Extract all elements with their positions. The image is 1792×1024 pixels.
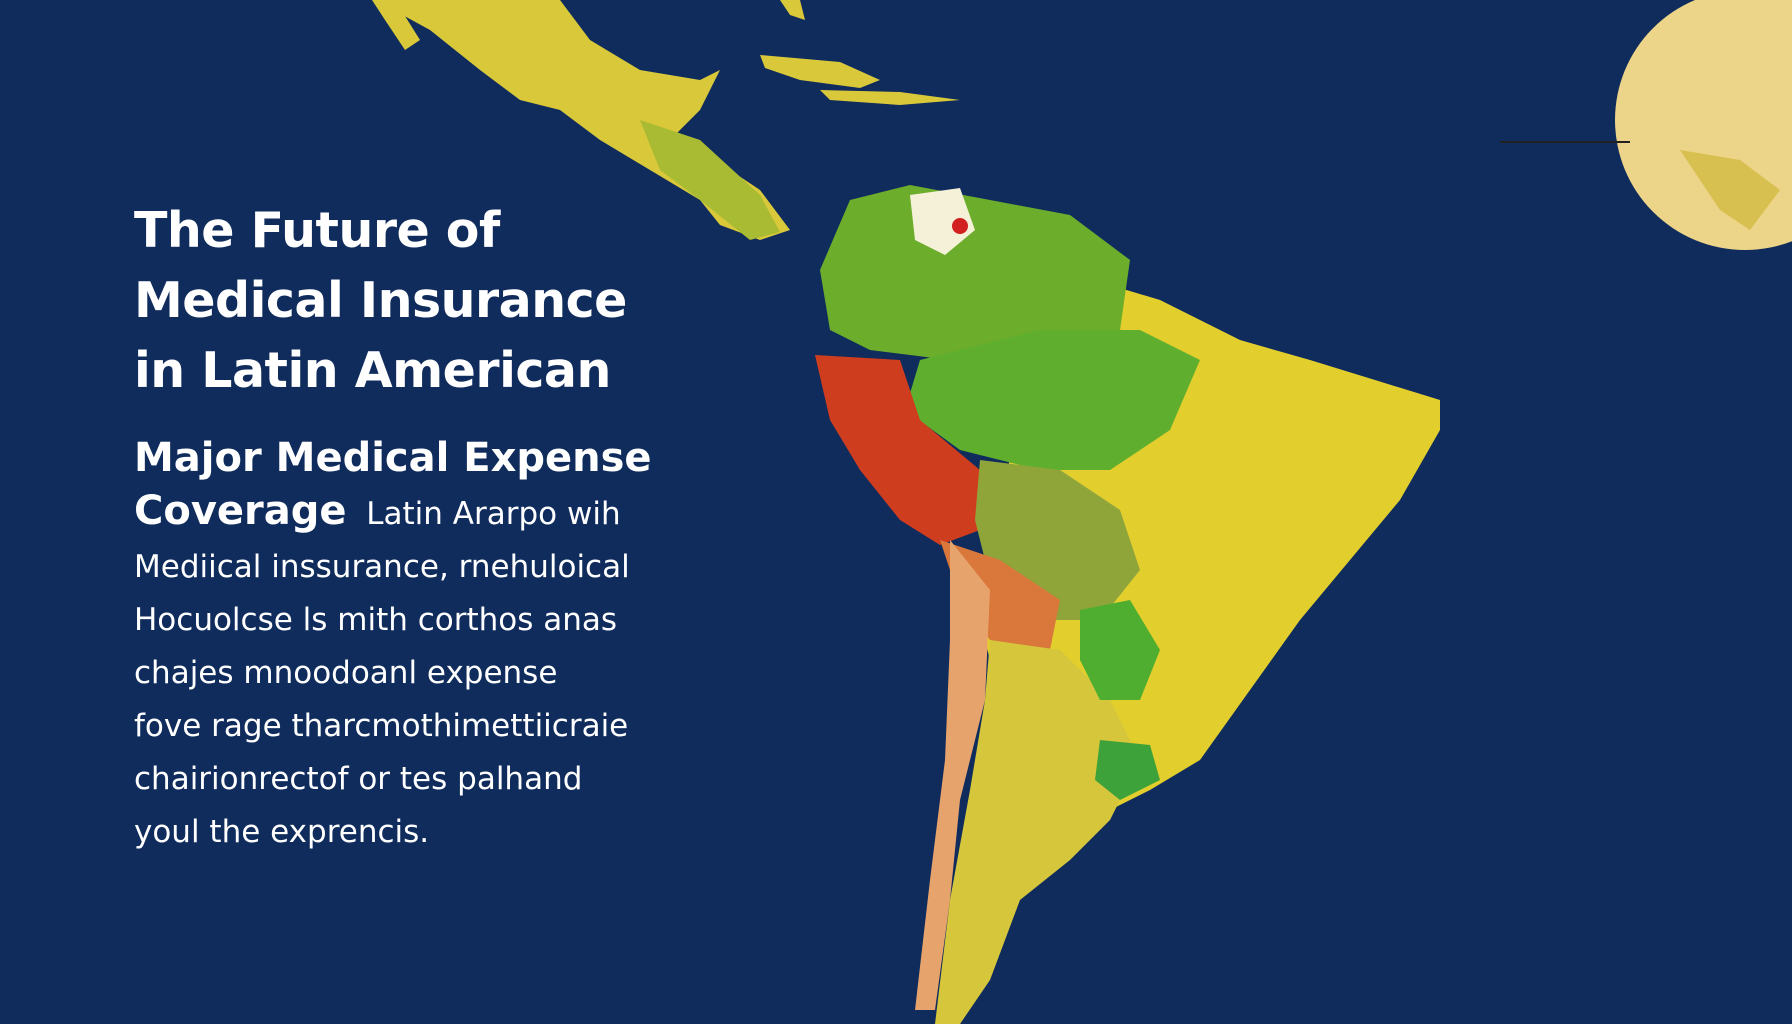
region-central-america xyxy=(640,120,780,240)
title-line: Medical Insurance xyxy=(134,272,627,329)
region-argentina xyxy=(935,640,1140,1024)
subtitle-line: Major Medical Expense xyxy=(134,435,652,481)
region-colombia-venezuela xyxy=(820,185,1130,360)
marker xyxy=(952,218,968,234)
body-line: chajes mnoodoanl expense xyxy=(134,655,558,691)
body-line: chairionrectof or tes palhand xyxy=(134,761,583,797)
description: Major Medical Expense Coverage Latin Ara… xyxy=(134,432,734,859)
title-line: The Future of xyxy=(134,202,500,259)
globe-land xyxy=(1680,150,1780,230)
region-baja xyxy=(372,0,420,50)
body-line: Hocuolcse ls mith corthos anas xyxy=(134,602,618,638)
region-southern-brazil xyxy=(1080,600,1160,700)
title-line: in Latin American xyxy=(134,342,611,399)
page-title: The Future of Medical Insurance in Latin… xyxy=(134,196,627,406)
body-line: Mediical inssurance, rnehuloical xyxy=(134,549,630,585)
region-uruguay xyxy=(1095,740,1160,800)
region-peru xyxy=(815,355,980,545)
region-venezuela-flag xyxy=(910,188,975,255)
region-amazon xyxy=(905,330,1200,470)
globe xyxy=(1615,0,1792,250)
subtitle-line: Coverage xyxy=(134,488,347,534)
body-line: fove rage tharcmothimettiicraie xyxy=(134,708,629,744)
body-line: youl the exprencis. xyxy=(134,814,430,850)
body-text: Latin Ararpo wih xyxy=(366,496,621,532)
region-chile xyxy=(915,540,990,1010)
region-caribbean xyxy=(760,0,960,105)
